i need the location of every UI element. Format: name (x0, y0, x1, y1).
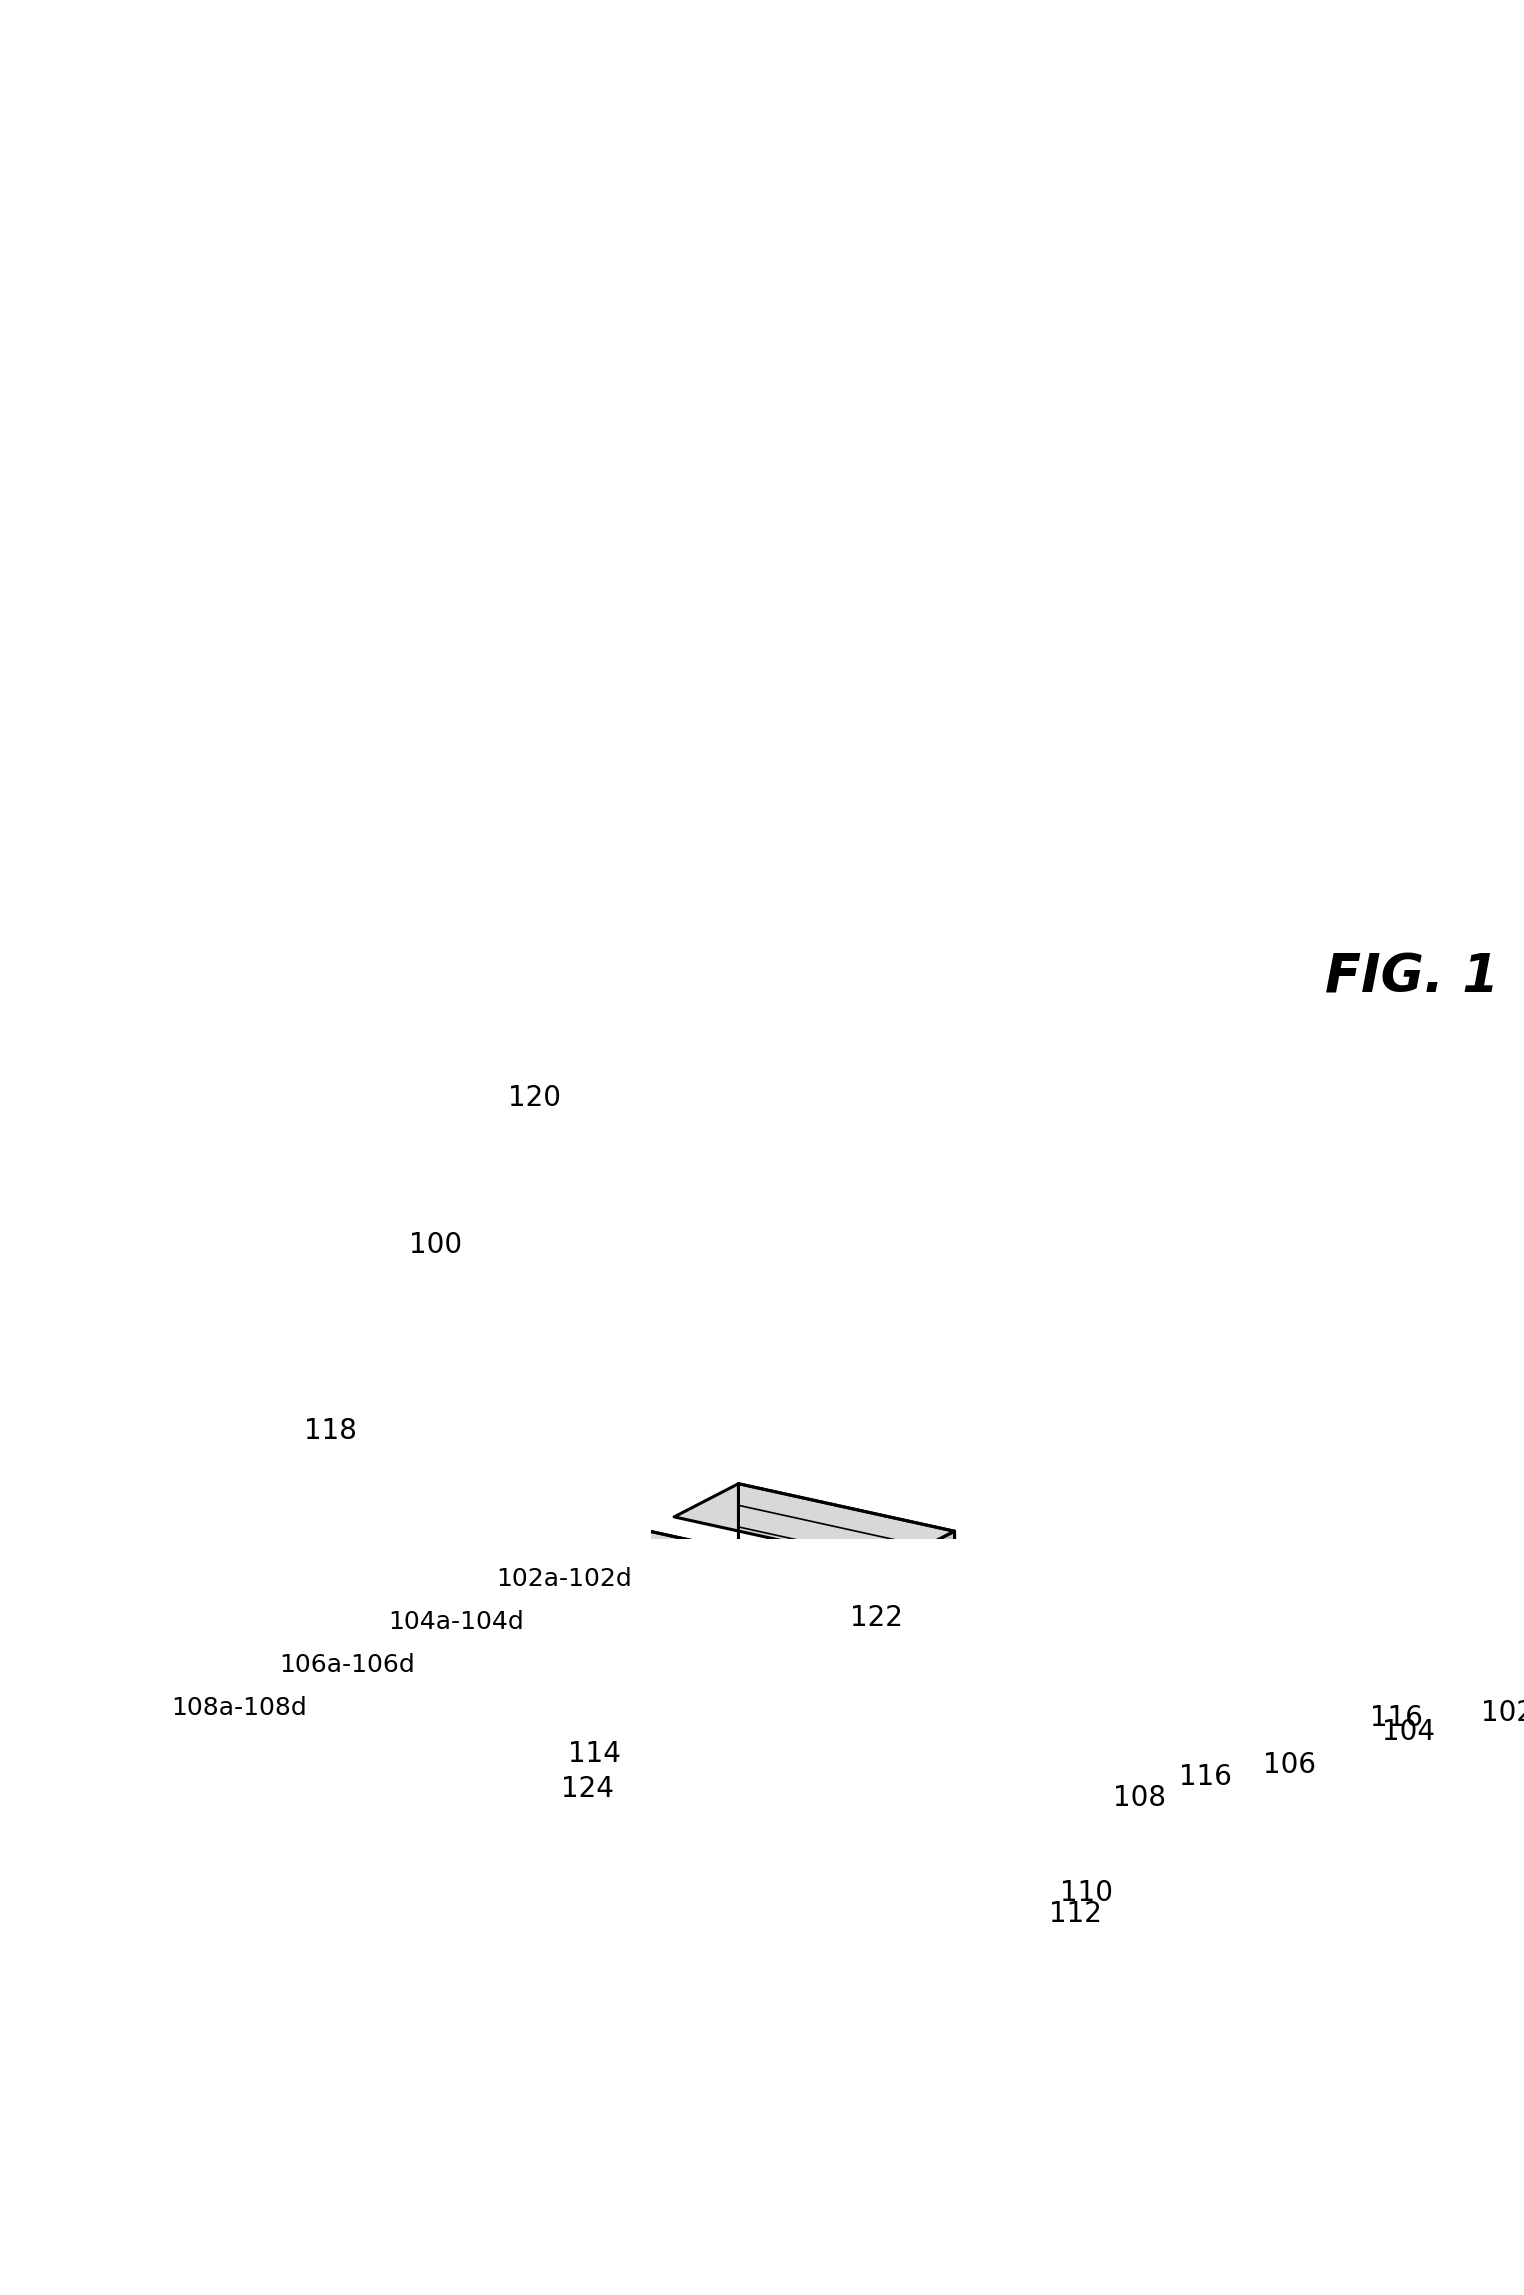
Polygon shape (882, 1547, 1292, 1659)
Polygon shape (1065, 1719, 1486, 1930)
Polygon shape (559, 1818, 698, 1854)
Text: 110: 110 (1059, 1880, 1113, 1907)
Polygon shape (549, 1678, 957, 1792)
Polygon shape (230, 1746, 1027, 1928)
Text: 102a-102d: 102a-102d (497, 1567, 632, 1590)
Text: FIG. 1: FIG. 1 (1324, 950, 1500, 1003)
Polygon shape (890, 1531, 954, 1650)
Polygon shape (1103, 1662, 1183, 1776)
Polygon shape (629, 1678, 957, 1820)
Polygon shape (878, 1751, 957, 1861)
Polygon shape (565, 1526, 846, 1606)
Polygon shape (457, 1570, 738, 1650)
Text: 108a-108d: 108a-108d (171, 1696, 306, 1721)
Polygon shape (747, 1632, 1074, 1779)
Text: 108: 108 (1114, 1783, 1166, 1813)
Text: 114: 114 (567, 1740, 620, 1767)
Text: 122: 122 (850, 1604, 902, 1632)
Polygon shape (521, 1570, 738, 1705)
Text: 104: 104 (1382, 1717, 1436, 1746)
Polygon shape (582, 1792, 687, 1825)
Polygon shape (674, 1618, 738, 1737)
Text: 106a-106d: 106a-106d (280, 1652, 416, 1678)
Polygon shape (629, 1526, 846, 1662)
Polygon shape (610, 1792, 687, 1845)
Text: 116: 116 (1180, 1763, 1231, 1790)
Text: 116: 116 (1370, 1703, 1423, 1733)
Polygon shape (248, 1540, 1428, 1919)
Polygon shape (582, 1827, 687, 1859)
Polygon shape (418, 1141, 504, 1193)
Polygon shape (375, 1322, 486, 1409)
Text: 112: 112 (1049, 1900, 1102, 1928)
Polygon shape (674, 1483, 954, 1565)
Polygon shape (565, 1662, 629, 1781)
Polygon shape (995, 1705, 1074, 1820)
Text: 100: 100 (408, 1230, 462, 1260)
Polygon shape (963, 1547, 1292, 1691)
Text: 124: 124 (561, 1774, 614, 1804)
Polygon shape (855, 1590, 1183, 1735)
Text: 118: 118 (305, 1416, 357, 1446)
Text: 102: 102 (1481, 1698, 1524, 1726)
Text: 120: 120 (507, 1083, 561, 1113)
Polygon shape (418, 1090, 504, 1141)
Text: 104a-104d: 104a-104d (389, 1611, 524, 1634)
Polygon shape (1212, 1618, 1292, 1733)
Polygon shape (739, 1483, 954, 1618)
Polygon shape (666, 1632, 1074, 1746)
Text: 106: 106 (1263, 1751, 1315, 1779)
Polygon shape (349, 1613, 629, 1694)
Polygon shape (413, 1613, 629, 1746)
Polygon shape (774, 1590, 1183, 1703)
Polygon shape (660, 1811, 687, 1859)
Polygon shape (782, 1574, 846, 1694)
Polygon shape (1027, 1710, 1468, 1926)
